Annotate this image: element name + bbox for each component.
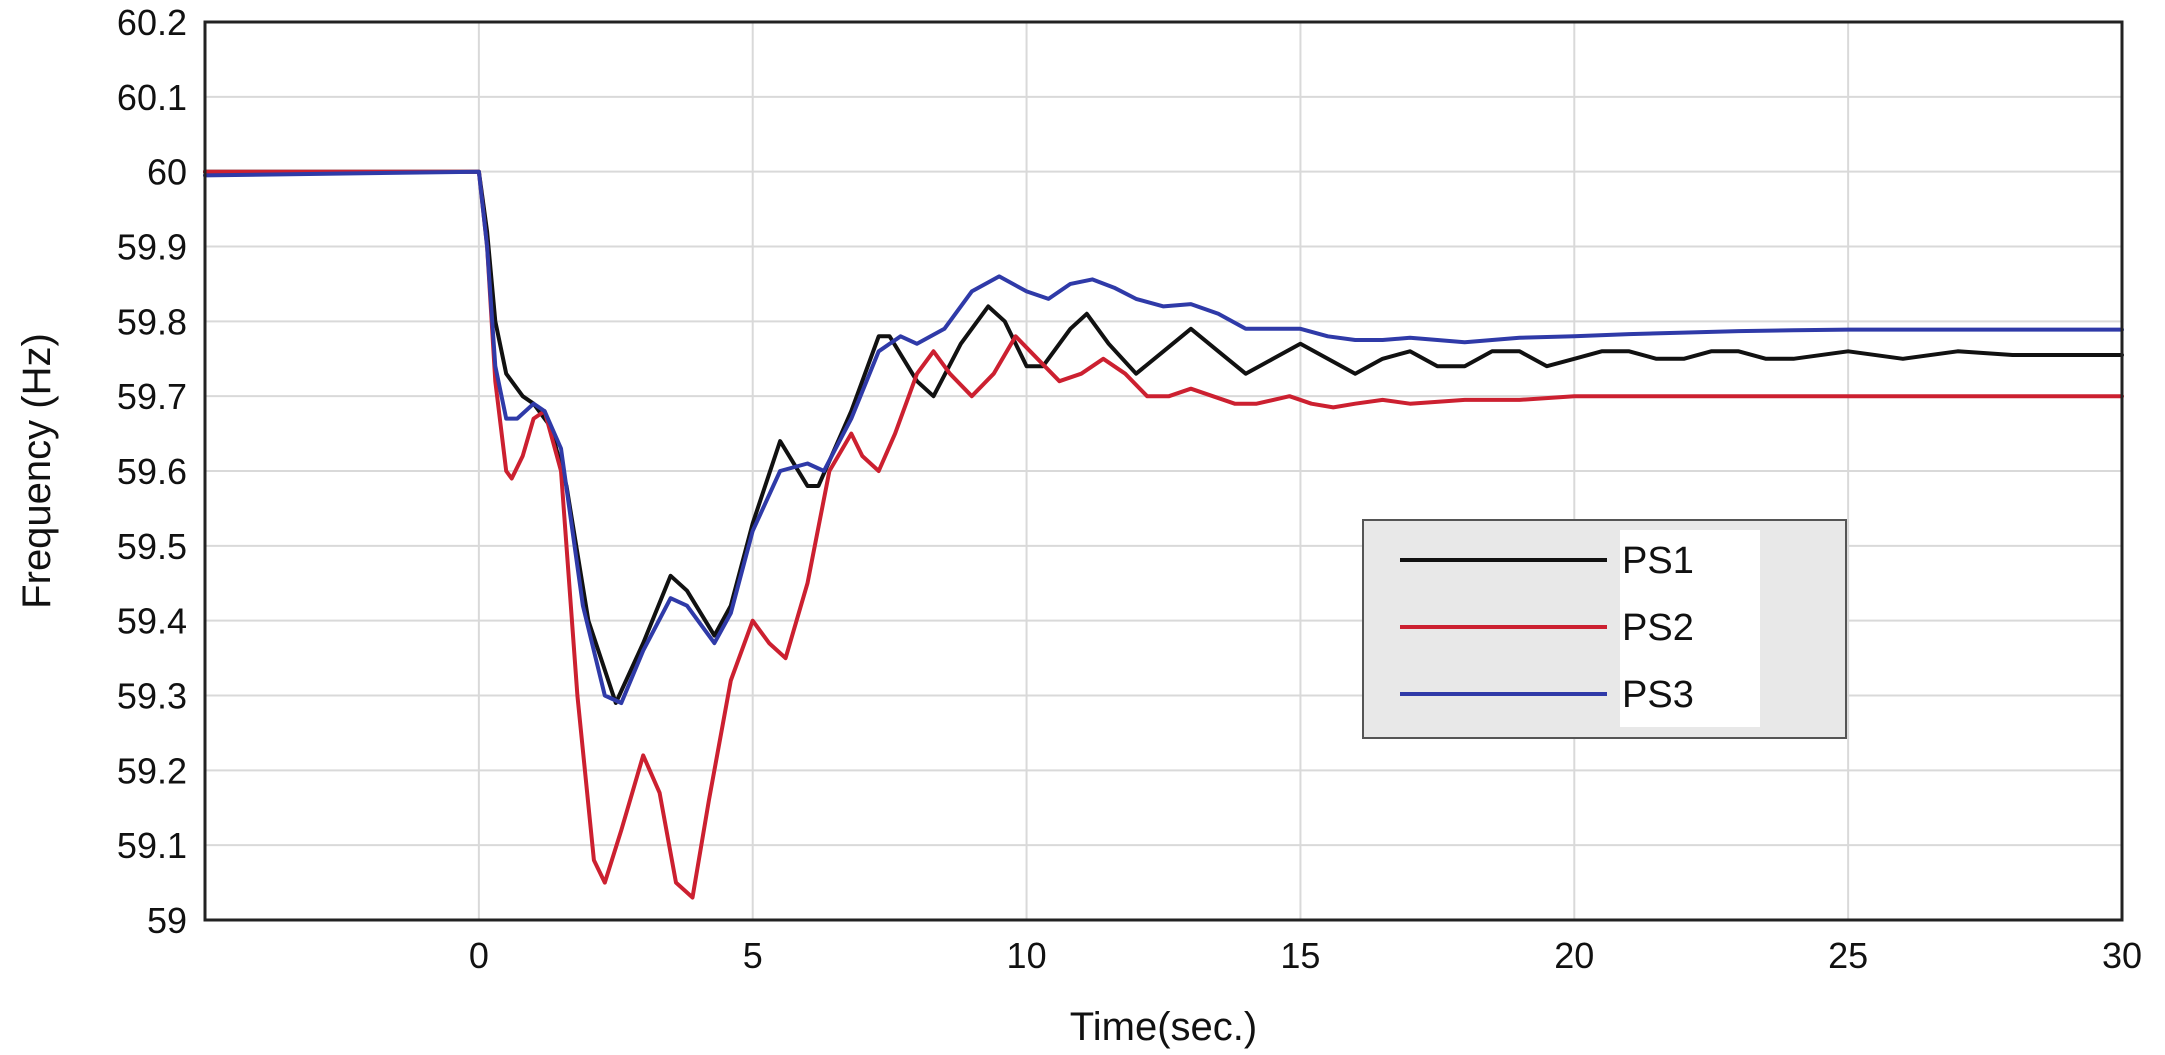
legend: PS1 PS2 PS3 xyxy=(1362,519,1847,739)
series-line-ps2 xyxy=(203,169,2124,900)
x-tick-label: 0 xyxy=(469,935,489,976)
y-tick-label: 59.1 xyxy=(117,825,187,866)
legend-label-ps1: PS1 xyxy=(1622,540,1694,582)
x-tick-label: 15 xyxy=(1280,935,1320,976)
legend-label-ps3: PS3 xyxy=(1622,674,1694,716)
y-tick-label: 59.8 xyxy=(117,301,187,342)
x-tick-label: 25 xyxy=(1828,935,1868,976)
y-tick-label: 60.2 xyxy=(117,2,187,43)
y-tick-label: 59.6 xyxy=(117,451,187,492)
legend-label-ps2: PS2 xyxy=(1622,607,1694,649)
legend-label-panel xyxy=(1620,530,1760,727)
x-tick-label: 20 xyxy=(1554,935,1594,976)
tick-labels: 0 5 10 15 20 25 30 59 59.1 59.2 59.3 59.4 59.5 59.6 59… xyxy=(117,2,2142,976)
y-tick-label: 60.1 xyxy=(117,77,187,118)
y-tick-label: 59.9 xyxy=(117,227,187,268)
plot-frame xyxy=(203,20,2124,922)
y-tick-label: 59.3 xyxy=(117,676,187,717)
y-tick-label: 59.2 xyxy=(117,750,187,791)
x-tick-label: 5 xyxy=(743,935,763,976)
series-line-ps3 xyxy=(203,169,2124,705)
x-tick-label: 10 xyxy=(1007,935,1047,976)
y-tick-label: 59 xyxy=(147,900,187,941)
x-tick-label: 30 xyxy=(2102,935,2142,976)
x-axis-label: Time(sec.) xyxy=(1070,1005,1257,1049)
series-group xyxy=(203,169,2124,900)
y-tick-label: 59.5 xyxy=(117,526,187,567)
y-tick-label: 59.7 xyxy=(117,376,187,417)
series-line-ps1 xyxy=(203,169,2124,705)
y-axis-label: Frequency (Hz) xyxy=(15,333,59,609)
y-tick-label: 60 xyxy=(147,152,187,193)
y-tick-label: 59.4 xyxy=(117,601,187,642)
